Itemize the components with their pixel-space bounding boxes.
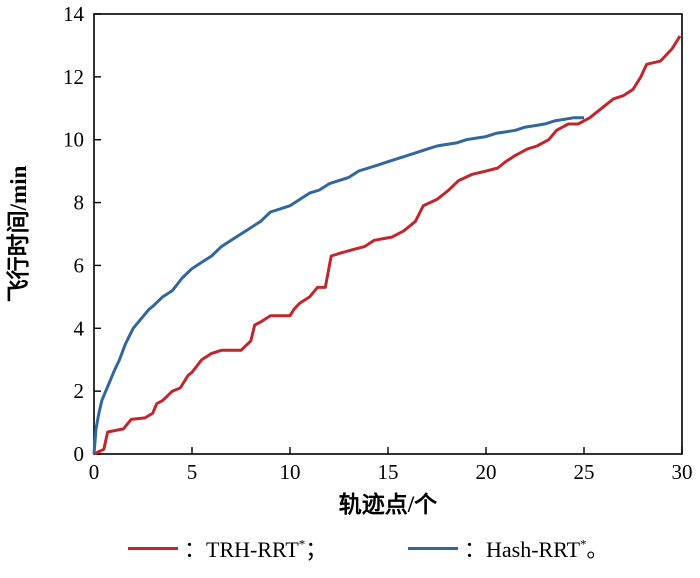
legend: ：TRH-RRT*； ：Hash-RRT*。 <box>0 528 700 568</box>
x-tick-label: 30 <box>672 460 693 484</box>
x-tick-label: 10 <box>280 460 301 484</box>
plot-frame <box>93 13 683 455</box>
y-tick-label: 14 <box>63 2 85 26</box>
legend-label-hash-rrt: ：Hash-RRT*。 <box>464 536 609 562</box>
y-tick-label: 10 <box>63 128 84 152</box>
series-line-trh-rrt <box>93 35 682 456</box>
x-tick-label: 0 <box>89 460 100 484</box>
x-tick-label: 25 <box>574 460 595 484</box>
x-axis-ticks: 0 5 10 15 20 25 30 <box>89 447 693 484</box>
y-tick-label: 12 <box>63 65 84 89</box>
legend-line-hash-rrt <box>408 546 458 550</box>
series-line-hash-rrt <box>92 116 584 455</box>
y-tick-label: 6 <box>74 253 85 277</box>
x-tick-label: 20 <box>476 460 497 484</box>
y-tick-label: 0 <box>74 442 85 466</box>
y-tick-label: 2 <box>74 379 85 403</box>
series-layer <box>92 35 682 456</box>
y-tick-label: 8 <box>74 191 85 215</box>
x-tick-label: 5 <box>187 460 198 484</box>
y-tick-label: 4 <box>74 316 85 340</box>
legend-line-trh-rrt <box>128 546 178 550</box>
x-tick-label: 15 <box>378 460 399 484</box>
legend-label-trh-rrt: ：TRH-RRT*； <box>184 536 328 562</box>
legend-item-hash-rrt: ：Hash-RRT*。 <box>408 528 609 568</box>
legend-item-trh-rrt: ：TRH-RRT*； <box>128 528 327 568</box>
y-axis-ticks: 0 2 4 6 8 10 12 14 <box>63 2 101 466</box>
y-axis-label: 飞行时间/min <box>5 165 31 302</box>
x-axis-label: 轨迹点/个 <box>339 491 438 517</box>
line-chart: 0 5 10 15 20 25 30 0 2 4 6 8 10 12 14 轨迹点/个 飞行时间/min <box>5 2 693 517</box>
